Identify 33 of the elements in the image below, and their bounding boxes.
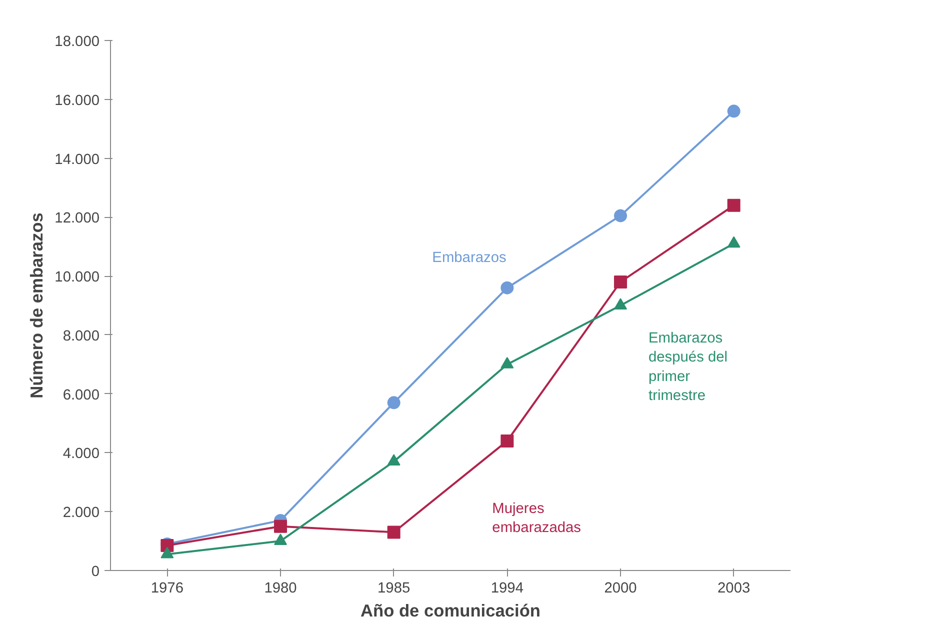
series-label: Embarazos xyxy=(432,250,506,266)
x-tick-label: 1985 xyxy=(378,580,410,596)
y-tick-label: 0 xyxy=(91,564,100,580)
x-axis-title: Año de comunicación xyxy=(360,600,541,620)
y-tick-label: 12.000 xyxy=(54,210,100,227)
point xyxy=(387,396,400,410)
text: Mujeres embarazadas xyxy=(492,500,581,536)
point xyxy=(387,526,400,539)
point xyxy=(727,104,740,118)
y-tick-label: 18.000 xyxy=(54,34,100,50)
y-tick-label: 6.000 xyxy=(62,387,100,404)
text: Embarazos después del primer trimestre xyxy=(648,330,728,404)
x-tick-label: 1980 xyxy=(264,580,297,596)
y-tick-label: 14.000 xyxy=(54,152,100,168)
point xyxy=(500,434,514,448)
x-tick-label: 2000 xyxy=(604,580,637,596)
point xyxy=(160,546,174,558)
point xyxy=(500,281,514,294)
point xyxy=(727,198,740,212)
point xyxy=(614,209,627,222)
y-tick-label: 8.000 xyxy=(62,328,100,344)
y-tick-label: 10.000 xyxy=(54,270,100,286)
point xyxy=(614,275,627,288)
x-tick-label: 2003 xyxy=(718,580,750,596)
x-tick-label: 1976 xyxy=(150,580,184,596)
y-axis-title: Número de embarazos xyxy=(26,212,47,398)
y-tick-label: 4.000 xyxy=(62,446,100,462)
point xyxy=(387,454,400,466)
point xyxy=(274,520,287,533)
y-tick-label: 16.000 xyxy=(54,92,100,109)
x-tick-label: 1994 xyxy=(490,580,524,596)
point xyxy=(274,534,287,546)
y-tick-label: 2.000 xyxy=(62,505,100,522)
